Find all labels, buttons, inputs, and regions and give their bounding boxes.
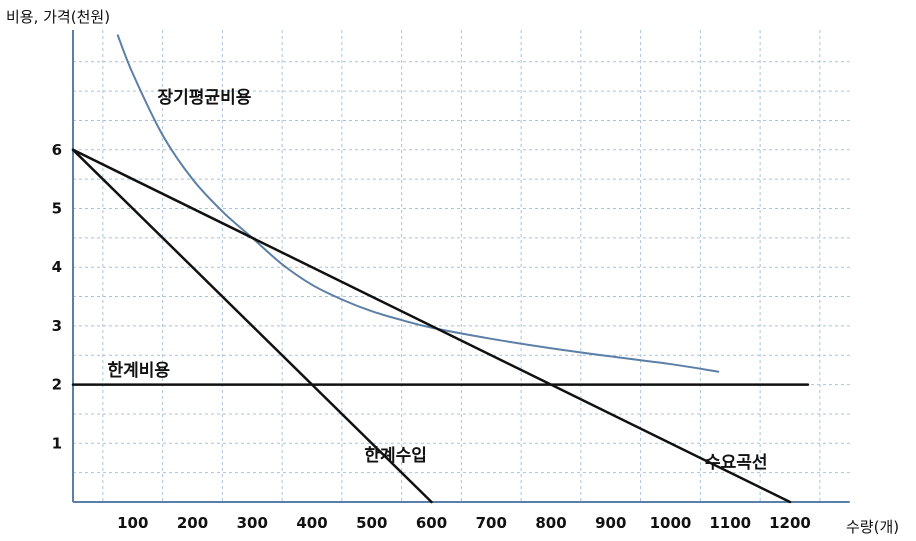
x-tick-label: 1000 [650, 514, 692, 532]
grid [73, 30, 850, 502]
y-axis-title: 비용, 가격(천원) [6, 8, 110, 26]
series-line-한계수입 [71, 148, 433, 504]
x-tick-label: 900 [595, 514, 626, 532]
x-tick-label: 300 [237, 514, 268, 532]
y-tick-labels: 1 2 3 4 5 6 [52, 141, 62, 452]
y-tick-label: 5 [52, 200, 62, 218]
series-line-수요곡선 [71, 148, 792, 504]
y-tick-label: 2 [52, 376, 62, 394]
annotation-label: 장기평균비용 [158, 88, 252, 108]
x-tick-label: 1200 [769, 514, 811, 532]
y-tick-label: 1 [52, 434, 62, 452]
annotation-label: 수요곡선 [705, 453, 768, 473]
series-lines [71, 34, 810, 504]
series-line-장기평균비용 [116, 34, 720, 373]
x-axis-title: 수량(개) [846, 518, 899, 536]
annotation-label: 한계수입 [364, 446, 427, 466]
annotation-label: 한계비용 [107, 361, 170, 381]
x-tick-labels: 100 200 300 400 500 600 700 800 900 1000 1100 1200 [117, 514, 811, 532]
x-tick-label: 200 [177, 514, 208, 532]
x-tick-label: 800 [535, 514, 566, 532]
x-tick-label: 700 [476, 514, 507, 532]
x-tick-label: 600 [416, 514, 447, 532]
x-tick-label: 1100 [709, 514, 751, 532]
y-tick-label: 4 [52, 258, 62, 276]
y-tick-label: 6 [52, 141, 62, 159]
axes [72, 30, 850, 503]
x-tick-label: 400 [296, 514, 327, 532]
x-tick-label: 100 [117, 514, 148, 532]
x-tick-label: 500 [356, 514, 387, 532]
y-tick-label: 3 [52, 317, 62, 335]
